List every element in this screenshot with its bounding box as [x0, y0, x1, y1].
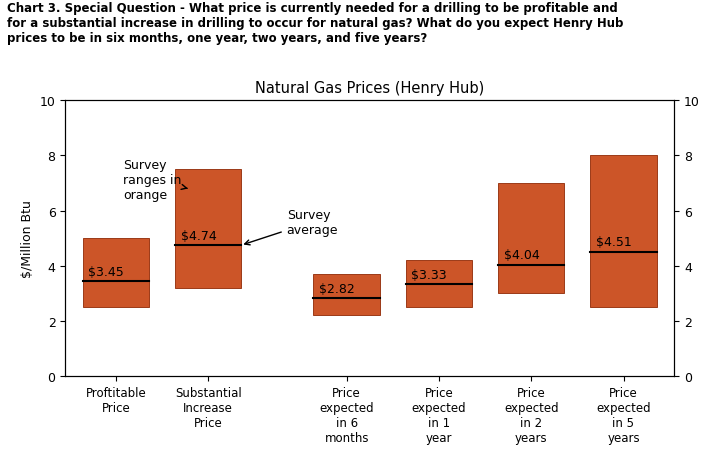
Text: $4.51: $4.51 — [596, 236, 631, 249]
Bar — [590, 156, 657, 308]
Text: Survey
ranges in
orange: Survey ranges in orange — [123, 159, 187, 202]
Y-axis label: $/Million Btu: $/Million Btu — [21, 200, 34, 278]
Text: $2.82: $2.82 — [319, 282, 355, 296]
Text: $3.33: $3.33 — [411, 269, 447, 281]
Text: Survey
average: Survey average — [244, 208, 338, 245]
Text: $4.04: $4.04 — [504, 249, 539, 262]
Text: $4.74: $4.74 — [181, 230, 216, 242]
Text: Chart 3. Special Question - What price is currently needed for a drilling to be : Chart 3. Special Question - What price i… — [7, 2, 624, 45]
Text: $3.45: $3.45 — [88, 265, 124, 278]
Bar — [83, 239, 149, 308]
Bar — [313, 274, 380, 316]
Bar — [406, 261, 472, 308]
Title: Natural Gas Prices (Henry Hub): Natural Gas Prices (Henry Hub) — [255, 81, 484, 95]
Bar — [175, 170, 241, 288]
Bar — [498, 184, 565, 294]
